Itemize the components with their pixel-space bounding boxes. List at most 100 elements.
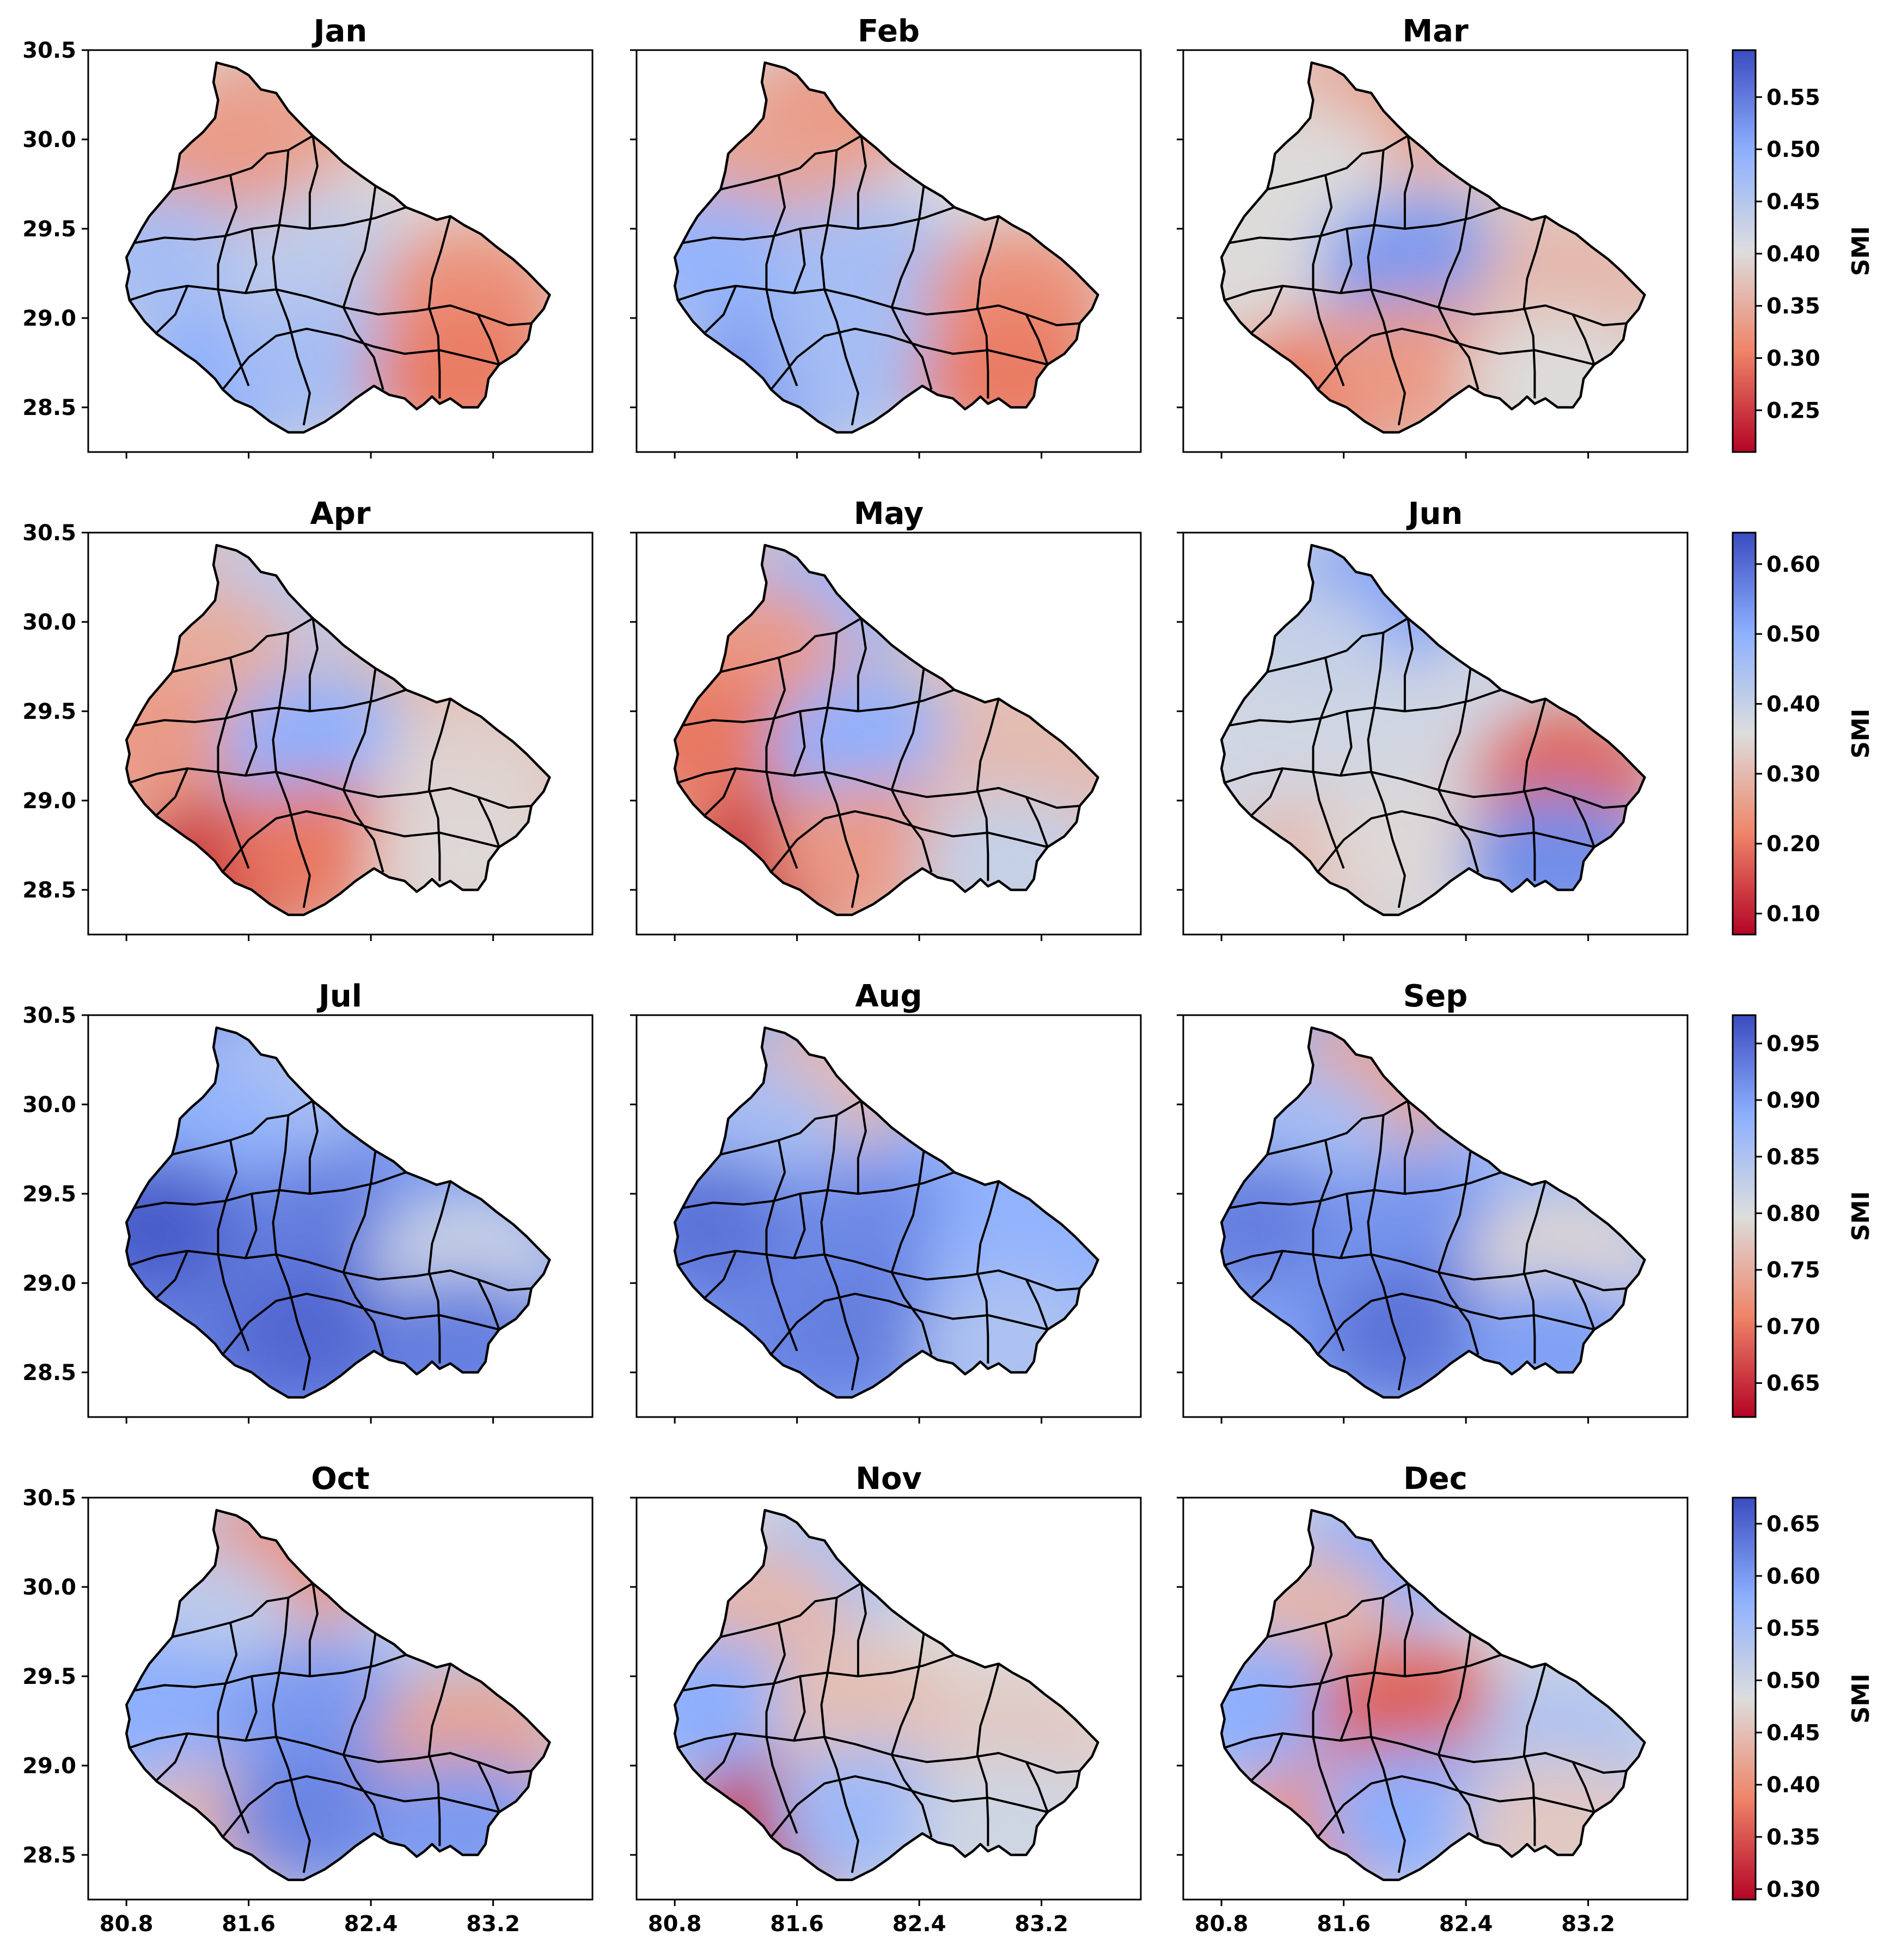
smi-cell-central bbox=[770, 1641, 961, 1783]
colorbar-tick-label: 0.95 bbox=[1766, 1031, 1820, 1057]
smi-cell-central bbox=[770, 676, 961, 818]
colorbar-tick-label: 0.20 bbox=[1766, 832, 1820, 857]
axes-frame bbox=[635, 49, 1142, 453]
colorbar-row-1: 0.25 0.30 0.35 0.40 0.45 0.50 0.55 SMI bbox=[1732, 49, 1875, 453]
smi-cell-central bbox=[222, 1641, 413, 1783]
district-boundary bbox=[1251, 1250, 1284, 1298]
y-tick-label: 28.5 bbox=[22, 1843, 76, 1868]
x-tick-label: 83.2 bbox=[1561, 1912, 1615, 1937]
district-boundary bbox=[704, 1733, 737, 1781]
panel-title: May bbox=[854, 496, 924, 532]
smi-cell-west bbox=[126, 1155, 255, 1297]
district-boundary bbox=[1228, 688, 1502, 727]
district-boundary bbox=[976, 216, 1000, 399]
colorbar-tick-label: 0.30 bbox=[1766, 346, 1820, 371]
x-tick-label: 80.8 bbox=[100, 1912, 154, 1937]
smi-field bbox=[1221, 545, 1645, 915]
colorbar-tick-label: 0.30 bbox=[1766, 1877, 1820, 1902]
colorbar-tick-label: 0.10 bbox=[1766, 901, 1820, 926]
y-tick-label: 30.0 bbox=[22, 1092, 76, 1118]
district-boundary bbox=[765, 1140, 798, 1352]
district-boundary bbox=[217, 657, 250, 869]
district-boundary bbox=[857, 136, 867, 229]
smi-cell-central bbox=[222, 193, 413, 335]
smi-field bbox=[1221, 1510, 1645, 1880]
district-boundary bbox=[133, 1653, 407, 1692]
district-boundary bbox=[272, 1597, 311, 1873]
district-boundary bbox=[133, 688, 407, 727]
panel-jun: Jun bbox=[1177, 496, 1689, 941]
district-boundary bbox=[1367, 1115, 1406, 1391]
panel-title: Mar bbox=[1402, 14, 1469, 49]
y-tick-label: 29.5 bbox=[22, 1664, 76, 1689]
colorbar-tick-label: 0.60 bbox=[1766, 552, 1820, 577]
district-boundary bbox=[820, 1115, 859, 1391]
district-boundary bbox=[1403, 136, 1414, 229]
colorbar-tick-label: 0.60 bbox=[1766, 1564, 1820, 1589]
district-boundary bbox=[244, 1676, 258, 1741]
district-boundary bbox=[770, 1775, 1048, 1838]
panel-sep: Sep bbox=[1177, 979, 1689, 1424]
colorbar-row-3: 0.65 0.70 0.75 0.80 0.85 0.90 0.95 SMI bbox=[1732, 1014, 1875, 1418]
district-boundary bbox=[217, 1622, 250, 1834]
district-boundary bbox=[129, 767, 531, 809]
district-boundary bbox=[1312, 175, 1345, 387]
district-boundary bbox=[1228, 1171, 1502, 1210]
panel-title: Oct bbox=[311, 1461, 370, 1497]
district-boundary bbox=[1317, 327, 1595, 390]
district-boundary bbox=[222, 327, 500, 390]
district-boundary bbox=[1025, 314, 1049, 365]
colorbar-tick-label: 0.50 bbox=[1766, 1668, 1820, 1693]
region-boundary bbox=[673, 1026, 1099, 1399]
colorbar-tick-label: 0.55 bbox=[1766, 85, 1820, 110]
region-boundary bbox=[125, 1026, 551, 1399]
colorbar-frame bbox=[1732, 1497, 1757, 1901]
district-boundary bbox=[1437, 668, 1479, 872]
district-boundary bbox=[677, 1732, 1080, 1774]
district-boundary bbox=[308, 136, 319, 229]
district-boundary bbox=[308, 1101, 319, 1194]
axes-frame bbox=[1182, 49, 1689, 453]
smi-field bbox=[1221, 1028, 1645, 1397]
colorbar-tick-label: 0.25 bbox=[1766, 398, 1820, 423]
district-boundary bbox=[682, 1171, 955, 1210]
district-boundary bbox=[1403, 1101, 1414, 1194]
smi-field bbox=[675, 545, 1098, 915]
x-tick-label: 81.6 bbox=[222, 1912, 276, 1937]
x-tick-label: 82.4 bbox=[1439, 1912, 1493, 1937]
district-boundary bbox=[342, 668, 384, 872]
district-boundary bbox=[1572, 1761, 1595, 1812]
smi-cell-west bbox=[126, 1638, 255, 1779]
district-boundary bbox=[793, 1676, 806, 1741]
colorbar-tick-label: 0.35 bbox=[1766, 294, 1820, 319]
colorbar-frame bbox=[1732, 532, 1757, 936]
region-boundary bbox=[673, 1509, 1099, 1882]
smi-cell-west bbox=[675, 1638, 804, 1779]
panel-title: Jun bbox=[1406, 496, 1463, 532]
colorbar-tick-label: 0.40 bbox=[1766, 692, 1820, 717]
region-boundary bbox=[673, 61, 1099, 434]
colorbar-frame bbox=[1732, 1014, 1757, 1418]
x-tick-label: 82.4 bbox=[892, 1912, 946, 1937]
smi-field bbox=[126, 1510, 550, 1880]
district-boundary bbox=[476, 796, 500, 847]
district-boundary bbox=[1317, 1775, 1595, 1838]
district-boundary bbox=[1572, 796, 1595, 847]
colorbar-gradient bbox=[1733, 1015, 1756, 1417]
district-boundary bbox=[704, 768, 737, 816]
district-boundary bbox=[222, 810, 500, 873]
smi-cell-central bbox=[1317, 676, 1508, 818]
smi-cell-west bbox=[1221, 1155, 1350, 1297]
district-boundary bbox=[272, 150, 311, 426]
district-boundary bbox=[1251, 768, 1284, 816]
smi-cell-west bbox=[675, 1155, 804, 1297]
colorbar-tick-label: 0.50 bbox=[1766, 622, 1820, 647]
y-tick-label: 30.5 bbox=[22, 1003, 76, 1028]
region-boundary bbox=[125, 61, 551, 434]
district-boundary bbox=[133, 206, 407, 245]
smi-cell-west bbox=[675, 190, 804, 332]
district-boundary bbox=[476, 314, 500, 365]
district-boundary bbox=[427, 216, 451, 399]
y-tick-label: 29.0 bbox=[22, 789, 76, 814]
x-tick-label: 83.2 bbox=[466, 1912, 520, 1937]
